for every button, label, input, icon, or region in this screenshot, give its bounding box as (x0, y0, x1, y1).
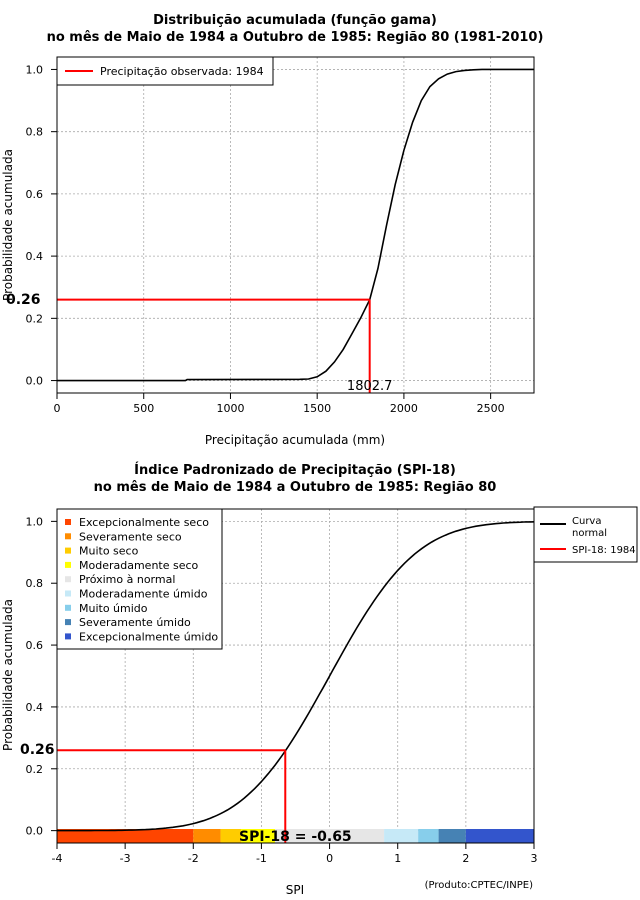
y-tick-label: 0.6 (26, 639, 44, 652)
product-credit: (Produto:CPTEC/INPE) (425, 880, 533, 891)
chart2-y-axis-label: Probabilidade acumulada (1, 599, 15, 751)
spi-classes-legend-box (56, 508, 223, 650)
chart1-x-axis-label: Precipitação acumulada (mm) (205, 433, 385, 447)
chart2-y-ticks: 0.0 0.2 0.4 0.6 0.8 1.0 (26, 515, 57, 838)
chart1-observed-probability-label: 0.26 (6, 292, 41, 308)
chart1-title-line1: Distribuição acumulada (função gama) (153, 13, 437, 28)
spi-category-segment (193, 829, 221, 843)
chart2-lines-legend: Curva normal SPI-18: 1984 (533, 506, 638, 563)
x-tick-label: 2500 (477, 402, 505, 415)
y-tick-label: 0.2 (26, 763, 44, 776)
chart2-x-ticks: -4 -3 -2 -1 0 1 2 3 (52, 843, 538, 865)
legend-label-normal-curve-line1: Curva (572, 516, 601, 527)
x-tick-label: -3 (120, 852, 131, 865)
chart1-x-ticks: 0 500 1000 1500 2000 2500 (54, 393, 505, 415)
x-tick-label: 2 (462, 852, 469, 865)
x-tick-label: -2 (188, 852, 199, 865)
spi-value-label: SPI-18 = -0.65 (239, 829, 352, 845)
x-tick-label: 500 (133, 402, 154, 415)
spi-category-segment (57, 829, 194, 843)
x-tick-label: 1500 (303, 402, 331, 415)
spi-legend-swatch (65, 576, 71, 583)
x-tick-label: 1000 (216, 402, 244, 415)
spi-legend-swatch (65, 619, 71, 626)
chart1-legend: Precipitação observada: 1984 (56, 56, 274, 86)
y-tick-label: 1.0 (26, 515, 44, 528)
spi-category-bar (57, 829, 534, 843)
x-tick-label: -1 (256, 852, 267, 865)
chart2-observed-probability-label: 0.26 (20, 742, 55, 758)
gamma-cdf-chart: Distribuição acumulada (função gama) no … (1, 13, 543, 447)
chart1-y-ticks: 0.0 0.2 0.4 0.6 0.8 1.0 (26, 63, 57, 388)
chart1-plot-frame (56, 56, 535, 394)
spi-legend-label: Próximo à normal (79, 573, 175, 586)
chart2-title-line2: no mês de Maio de 1984 a Outubro de 1985… (94, 480, 497, 495)
chart1-y-axis-label: Probabilidade acumulada (1, 149, 15, 301)
x-tick-label: 0 (54, 402, 61, 415)
y-tick-label: 0.4 (26, 250, 44, 263)
spi-legend-swatch (65, 547, 71, 554)
spi-legend-label: Excepcionalmente seco (79, 516, 209, 529)
spi-legend-swatch (65, 604, 71, 611)
spi-category-segment (418, 829, 439, 843)
y-tick-label: 0.6 (26, 188, 44, 201)
spi-legend-swatch (65, 633, 71, 640)
x-tick-label: 1 (394, 852, 401, 865)
y-tick-label: 0.8 (26, 577, 44, 590)
spi-legend-swatch (65, 561, 71, 568)
x-tick-label: 3 (531, 852, 538, 865)
spi-legend-label: Muito seco (79, 545, 139, 558)
spi-legend-swatch (65, 519, 71, 525)
chart2-lines-legend-box (533, 506, 638, 563)
spi-category-segment (465, 829, 534, 843)
legend-label-normal-curve-line2: normal (572, 528, 607, 539)
spi-legend-label: Severamente úmido (79, 616, 191, 629)
spi-legend-swatch (65, 533, 71, 540)
spi-legend-label: Moderadamente úmido (79, 588, 208, 601)
chart2-plot-frame (56, 508, 535, 844)
y-tick-label: 1.0 (26, 63, 44, 76)
chart1-grid (56, 57, 534, 393)
x-tick-label: 0 (326, 852, 333, 865)
spi-legend-label: Muito úmido (79, 602, 148, 615)
legend-label-spi-observed: SPI-18: 1984 (572, 545, 636, 556)
y-tick-label: 0.4 (26, 701, 44, 714)
chart1-gamma-cdf-line (57, 68, 534, 382)
spi-legend-swatch (65, 590, 71, 597)
spi-chart: Índice Padronizado de Precipitação (SPI-… (1, 462, 638, 897)
y-tick-label: 0.0 (26, 825, 44, 838)
chart2-x-axis-label: SPI (286, 883, 304, 897)
spi-legend-label: Moderadamente seco (79, 559, 199, 572)
y-tick-label: 0.8 (26, 126, 44, 139)
y-tick-label: 0.2 (26, 312, 44, 325)
spi-category-segment (240, 829, 276, 843)
spi-category-segment (220, 829, 241, 843)
spi-legend-label: Excepcionalmente úmido (79, 630, 218, 643)
chart2-normal-cdf-line (57, 521, 535, 832)
spi-category-segment (275, 829, 385, 843)
chart2-title-line1: Índice Padronizado de Precipitação (SPI-… (134, 462, 456, 478)
x-tick-label: -4 (52, 852, 63, 865)
spi-category-segment (438, 829, 466, 843)
spi-category-segment (384, 829, 419, 843)
y-tick-label: 0.0 (26, 375, 44, 388)
spi-legend-label: Severamente seco (79, 530, 182, 543)
chart1-legend-label-observed: Precipitação observada: 1984 (100, 65, 264, 78)
chart1-title-line2: no mês de Maio de 1984 a Outubro de 1985… (47, 30, 544, 45)
x-tick-label: 2000 (390, 402, 418, 415)
chart1-observed-precip-label: 1802.7 (347, 379, 393, 394)
